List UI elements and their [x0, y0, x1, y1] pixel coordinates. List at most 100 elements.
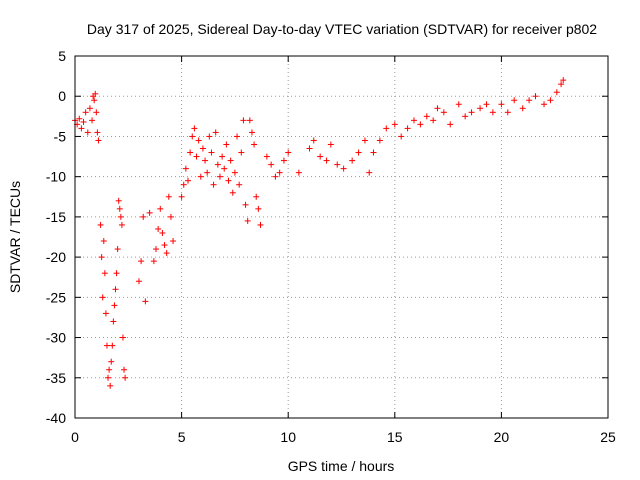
- data-point: [121, 366, 128, 373]
- y-tick-label: -5: [54, 128, 67, 144]
- data-point: [116, 205, 123, 212]
- data-point: [225, 177, 232, 184]
- data-point: [370, 149, 377, 156]
- data-point: [187, 149, 194, 156]
- data-point: [376, 137, 383, 144]
- data-point: [191, 125, 198, 132]
- data-point: [102, 310, 109, 317]
- data-point: [170, 238, 177, 245]
- data-point: [349, 157, 356, 164]
- data-point: [404, 125, 411, 132]
- data-point: [142, 298, 149, 305]
- data-point: [242, 201, 249, 208]
- data-point: [161, 242, 168, 249]
- data-point: [184, 177, 191, 184]
- data-point: [118, 221, 125, 228]
- data-point: [447, 121, 454, 128]
- data-point: [150, 258, 157, 265]
- chart-title: Day 317 of 2025, Sidereal Day-to-day VTE…: [87, 21, 597, 37]
- data-point: [547, 97, 554, 104]
- data-point: [180, 181, 187, 188]
- data-point: [106, 366, 113, 373]
- data-point: [112, 286, 119, 293]
- data-point: [110, 318, 117, 325]
- plot-frame: [74, 55, 609, 419]
- data-point: [178, 193, 185, 200]
- data-point: [340, 165, 347, 172]
- data-point: [255, 205, 262, 212]
- data-point: [236, 181, 243, 188]
- data-point: [327, 141, 334, 148]
- data-point: [276, 169, 283, 176]
- data-point: [483, 101, 490, 108]
- data-point: [280, 157, 287, 164]
- y-tick-label: -10: [46, 169, 66, 185]
- data-point: [532, 93, 539, 100]
- data-point: [361, 137, 368, 144]
- data-point: [560, 77, 567, 84]
- data-point: [155, 225, 162, 232]
- data-point: [355, 149, 362, 156]
- data-point: [489, 109, 496, 116]
- data-point: [78, 125, 85, 132]
- data-point: [227, 157, 234, 164]
- data-point: [244, 217, 251, 224]
- data-point: [111, 302, 118, 309]
- data-point: [101, 270, 108, 277]
- data-point: [272, 173, 279, 180]
- data-point: [113, 270, 120, 277]
- data-point: [263, 153, 270, 160]
- data-point: [86, 105, 93, 112]
- data-point: [99, 294, 106, 301]
- data-point: [138, 258, 145, 265]
- data-point: [199, 145, 206, 152]
- data-point: [204, 169, 211, 176]
- data-point: [477, 105, 484, 112]
- data-point: [295, 169, 302, 176]
- data-point: [229, 189, 236, 196]
- data-point: [157, 205, 164, 212]
- data-point: [214, 161, 221, 168]
- data-point: [253, 193, 260, 200]
- data-point: [383, 125, 390, 132]
- data-point: [163, 250, 170, 257]
- data-point: [202, 157, 209, 164]
- data-point: [221, 165, 228, 172]
- data-point: [391, 121, 398, 128]
- data-point: [398, 133, 405, 140]
- data-point: [423, 113, 430, 120]
- x-tick-label: 15: [387, 429, 403, 445]
- data-point: [208, 149, 215, 156]
- data-point: [462, 113, 469, 120]
- data-point: [317, 153, 324, 160]
- data-point: [114, 246, 121, 253]
- data-point: [103, 342, 110, 349]
- data-point: [195, 137, 202, 144]
- y-tick-label: -35: [46, 370, 66, 386]
- data-point: [541, 101, 548, 108]
- data-point: [216, 173, 223, 180]
- x-axis-label: GPS time / hours: [288, 458, 395, 474]
- data-point: [553, 89, 560, 96]
- data-point: [193, 153, 200, 160]
- y-tick-label: -30: [46, 330, 66, 346]
- data-point: [430, 117, 437, 124]
- data-point: [80, 118, 87, 125]
- data-point: [498, 101, 505, 108]
- data-point: [323, 157, 330, 164]
- data-point: [119, 334, 126, 341]
- x-tick-label: 5: [178, 429, 186, 445]
- data-point: [366, 169, 373, 176]
- data-point: [117, 213, 124, 220]
- data-point: [105, 374, 112, 381]
- data-point: [251, 141, 258, 148]
- data-point: [246, 117, 253, 124]
- data-point: [95, 137, 102, 144]
- data-point: [92, 90, 99, 97]
- data-point: [82, 109, 89, 116]
- data-point: [410, 117, 417, 124]
- x-tick-label: 20: [494, 429, 510, 445]
- data-point: [310, 137, 317, 144]
- data-point: [455, 101, 462, 108]
